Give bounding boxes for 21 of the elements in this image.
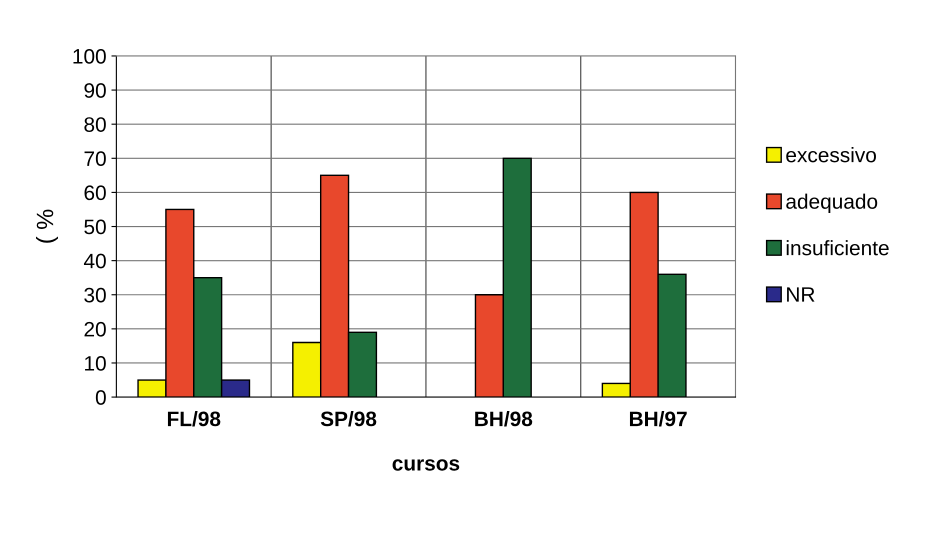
y-tick-label: 70 — [84, 151, 106, 166]
y-axis-title: ( % — [36, 210, 58, 243]
x-tick-label: BH/98 — [475, 410, 532, 426]
x-axis-title: cursos — [392, 459, 460, 471]
legend-label: NR — [787, 287, 814, 302]
y-tick-label: 40 — [84, 254, 106, 268]
y-tick-label: 30 — [84, 288, 106, 303]
y-tick-label: 0 — [96, 390, 106, 405]
y-tick-label: 100 — [73, 48, 106, 64]
x-tick-label: FL/98 — [168, 410, 220, 426]
y-tick-label: 10 — [85, 356, 106, 371]
legend-label: excessivo — [786, 147, 876, 162]
legend-label: insuficiente — [786, 240, 889, 256]
y-tick-label: 20 — [84, 322, 106, 337]
y-tick-label: 50 — [84, 220, 106, 234]
y-tick-label: 80 — [84, 117, 106, 132]
legend-label: adequado — [786, 194, 878, 213]
x-tick-label: SP/98 — [320, 410, 376, 426]
y-tick-label: 90 — [84, 83, 106, 98]
x-tick-label: BH/97 — [630, 410, 687, 426]
y-tick-label: 60 — [84, 185, 106, 200]
